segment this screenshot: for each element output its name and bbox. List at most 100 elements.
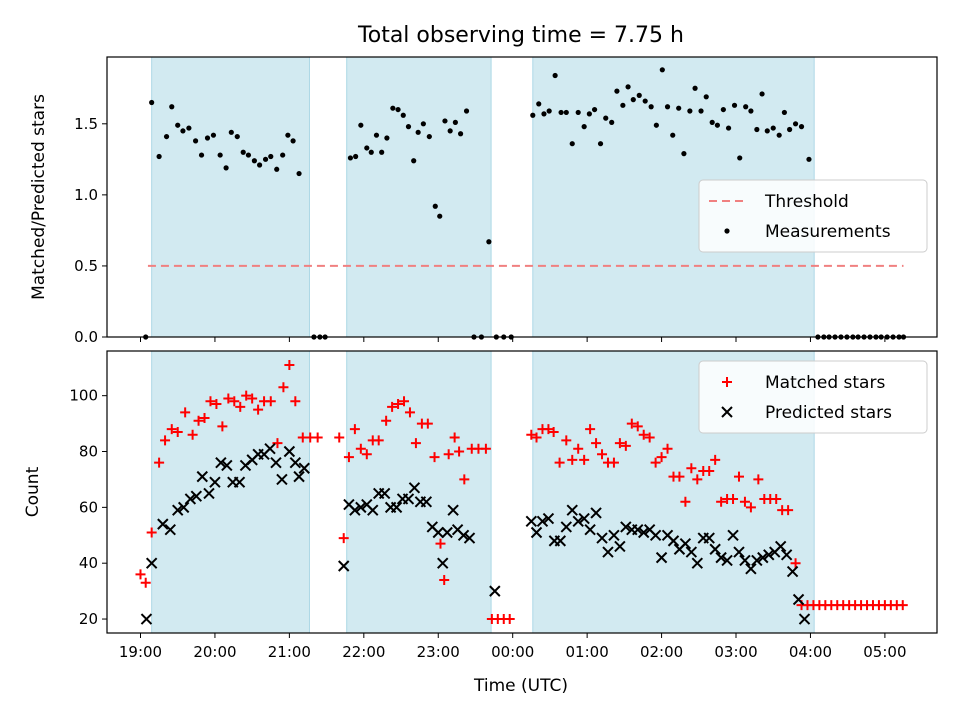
measurement-point — [776, 132, 782, 138]
measurement-point — [737, 155, 743, 161]
matched-star-point — [790, 558, 801, 569]
y-tick-label: 0.0 — [74, 328, 98, 346]
top-panel-y-label: Matched/Predicted stars — [29, 94, 49, 300]
matched-star-point — [567, 454, 578, 465]
predicted-star-point — [378, 487, 391, 500]
matched-star-point — [638, 429, 649, 440]
measurement-point — [149, 99, 155, 106]
measurement-point — [781, 109, 787, 116]
measurement-point — [463, 108, 470, 114]
measurement-point — [806, 156, 812, 162]
measurement-point — [731, 102, 738, 108]
matched-star-point — [753, 474, 764, 485]
x-tick-label: 02:00 — [640, 643, 683, 661]
measurement-point — [426, 133, 432, 140]
matched-star-point — [650, 457, 661, 468]
matched-star-point — [381, 415, 392, 426]
matched-star-point — [745, 502, 756, 513]
measurement-point — [530, 112, 536, 118]
measurement-point — [676, 105, 682, 111]
measurement-point — [384, 135, 390, 141]
matched-star-point — [343, 452, 354, 463]
predicted-star-point — [338, 560, 350, 572]
matched-star-point — [410, 438, 421, 449]
measurement-point — [563, 109, 569, 116]
matched-star-point — [449, 432, 460, 443]
predicted-star-point — [691, 557, 704, 569]
predicted-star-point — [293, 470, 305, 483]
matched-star-point — [223, 393, 234, 404]
legend-matched-swatch — [722, 377, 732, 387]
predicted-star-point — [745, 563, 757, 575]
predicted-star-point — [632, 523, 644, 536]
predicted-star-point — [638, 526, 650, 539]
predicted-star-point — [420, 496, 433, 508]
measurement-point — [486, 239, 492, 245]
matched-star-point — [614, 438, 625, 449]
predicted-star-point — [233, 476, 246, 488]
legend-predicted-swatch — [721, 406, 733, 418]
count-panel: 19:00 20:00 21:00 22:00 23:00 00:00 01:00 02:00… — [69, 350, 938, 661]
matched-star-point — [265, 396, 276, 407]
matched-star-point — [597, 449, 608, 460]
measurement-point — [798, 124, 805, 130]
y-tick-label: 100 — [69, 387, 98, 405]
matched-star-point — [548, 426, 559, 437]
measurement-point — [210, 132, 217, 138]
legend-box — [698, 360, 928, 434]
y-tick-label: 1.5 — [74, 115, 98, 133]
chart-title: Total observing time = 7.75 h — [357, 23, 684, 48]
matched-star-point — [733, 471, 744, 482]
predicted-star-point — [140, 613, 153, 625]
y-tick-label: 20 — [79, 610, 98, 628]
predicted-star-point — [763, 549, 775, 561]
predicted-star-point — [786, 565, 799, 578]
matched-star-point — [278, 382, 289, 393]
measurement-point — [603, 115, 609, 121]
measurement-point — [347, 155, 354, 161]
predicted-star-point — [780, 549, 793, 561]
predicted-star-point — [554, 535, 567, 547]
predicted-star-point — [733, 546, 745, 558]
predicted-star-point — [679, 537, 692, 550]
matched-star-point — [674, 471, 685, 482]
predicted-star-point — [596, 532, 608, 544]
matched-star-point — [504, 614, 515, 625]
predicted-star-point — [703, 532, 715, 544]
measurement-point — [175, 122, 181, 128]
measurement-point — [642, 98, 648, 104]
measurement-point — [204, 135, 211, 141]
matched-star-point — [728, 493, 739, 504]
measurement-point — [703, 94, 709, 100]
measurement-point — [379, 149, 385, 155]
predicted-star-point — [667, 535, 680, 547]
y-tick-label: 80 — [79, 443, 98, 461]
matched-star-point — [783, 505, 794, 516]
measurement-point — [720, 106, 726, 113]
predicted-star-point — [721, 554, 733, 567]
predicted-star-point — [560, 521, 572, 533]
y-tick-label: 1.0 — [74, 186, 98, 204]
matched-star-point — [349, 424, 360, 435]
measurement-point — [163, 133, 170, 140]
matched-star-point — [241, 390, 252, 401]
x-tick-label: 19:00 — [119, 643, 162, 661]
predicted-star-point — [649, 529, 662, 541]
predicted-star-point — [536, 515, 549, 528]
measurement-point — [714, 122, 721, 128]
measurement-point — [290, 138, 296, 144]
predicted-star-point — [432, 526, 444, 539]
matched-star-point — [585, 424, 596, 435]
matched-star-point — [229, 396, 240, 407]
predicted-star-point — [184, 493, 197, 505]
x-tick-label: 20:00 — [193, 643, 236, 661]
measurement-point — [597, 141, 604, 147]
measurement-point — [659, 67, 665, 73]
measurement-point — [251, 158, 257, 164]
measurement-point — [262, 156, 269, 162]
predicted-star-point — [215, 456, 227, 469]
legend-label: Predicted stars — [765, 403, 892, 423]
x-tick-label: 23:00 — [417, 643, 460, 661]
measurement-point — [228, 129, 234, 135]
